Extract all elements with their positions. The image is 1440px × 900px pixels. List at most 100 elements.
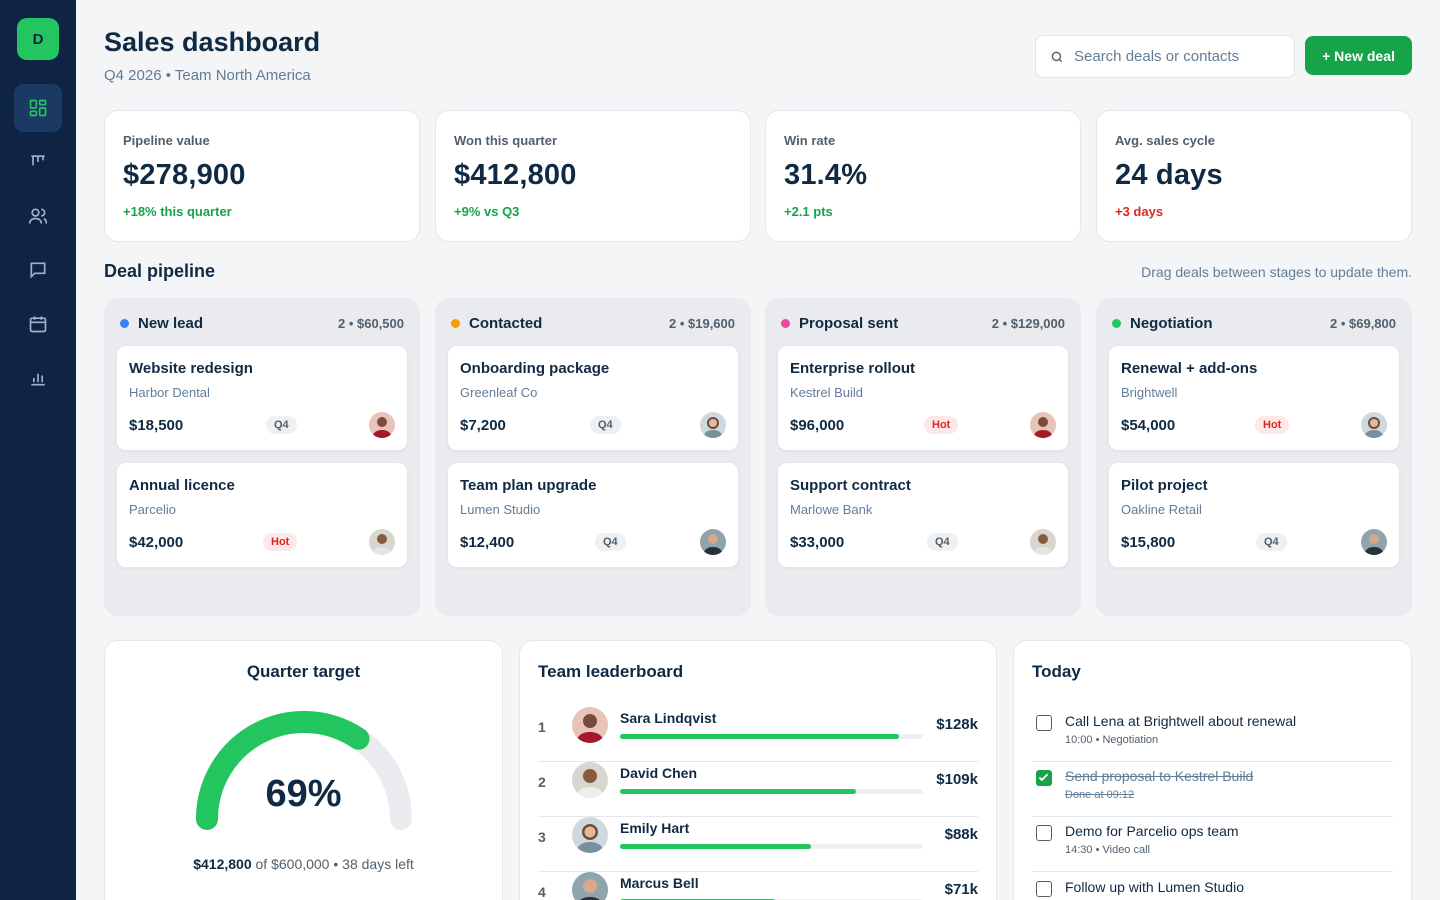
avatar xyxy=(700,529,726,555)
task-title: Demo for Parcelio ops team xyxy=(1065,823,1239,839)
pipeline-icon xyxy=(31,155,45,166)
task-checkbox-checked[interactable] xyxy=(1036,770,1052,786)
task-meta: 14:30 • Video call xyxy=(1065,844,1150,856)
kpi-delta: +18% this quarter xyxy=(123,204,232,219)
leaderboard-track xyxy=(620,844,923,849)
task-title: Send proposal to Kestrel Build xyxy=(1065,768,1254,784)
pipeline-column-proposal-sent[interactable]: Proposal sent 2 • $129,000 Enterprise ro… xyxy=(765,298,1081,616)
pipeline-column-negotiation[interactable]: Negotiation 2 • $69,800 Renewal + add-on… xyxy=(1096,298,1412,616)
deal-company: Parcelio xyxy=(129,502,176,517)
stage-dot xyxy=(1112,318,1121,328)
deal-company: Harbor Dental xyxy=(129,385,210,400)
leaderboard-rank: 3 xyxy=(538,829,546,845)
new-deal-button[interactable]: + New deal xyxy=(1305,36,1412,75)
task-item[interactable]: Send proposal to Kestrel Build Done at 0… xyxy=(1032,762,1393,817)
deal-title: Pilot project xyxy=(1121,477,1208,494)
sidebar: D xyxy=(0,0,76,900)
check-icon xyxy=(1038,773,1049,782)
column-meta: 2 • $19,600 xyxy=(669,315,735,331)
kpi-label: Avg. sales cycle xyxy=(1115,133,1215,148)
kpi-value: 24 days xyxy=(1115,159,1223,191)
kpi-pipeline-value: Pipeline value $278,900 +18% this quarte… xyxy=(104,110,420,242)
task-item[interactable]: Follow up with Lumen Studio xyxy=(1032,873,1393,900)
leaderboard-row[interactable]: 1 Sara Lindqvist $128k xyxy=(538,707,978,762)
deal-company: Marlowe Bank xyxy=(790,502,873,517)
nav-reports[interactable] xyxy=(14,354,62,402)
avatar xyxy=(1030,529,1056,555)
deal-card[interactable]: Enterprise rollout Kestrel Build $96,000… xyxy=(777,345,1069,451)
task-checkbox[interactable] xyxy=(1036,881,1052,897)
messages-icon xyxy=(30,262,46,279)
deal-company: Greenleaf Co xyxy=(460,385,538,400)
nav-pipeline[interactable] xyxy=(14,138,62,186)
avatar xyxy=(1361,412,1387,438)
deal-company: Lumen Studio xyxy=(460,502,541,517)
avatar xyxy=(369,412,395,438)
leaderboard-rank: 1 xyxy=(538,719,546,735)
deal-tag: Q4 xyxy=(590,416,621,434)
deal-card[interactable]: Renewal + add-ons Brightwell $54,000 Hot xyxy=(1108,345,1400,451)
pipeline-column-contacted[interactable]: Contacted 2 • $19,600 Onboarding package… xyxy=(435,298,751,616)
column-meta: 2 • $60,500 xyxy=(338,315,404,331)
leaderboard-panel: Team leaderboard 1 Sara Lindqvist $128k … xyxy=(519,640,997,900)
avatar xyxy=(572,707,608,743)
leaderboard-row[interactable]: 2 David Chen $109k xyxy=(538,762,978,817)
leaderboard-row[interactable]: 3 Emily Hart $88k xyxy=(538,817,978,872)
deal-card[interactable]: Website redesign Harbor Dental $18,500 Q… xyxy=(116,345,408,451)
nav-calendar[interactable] xyxy=(14,300,62,348)
deal-card[interactable]: Onboarding package Greenleaf Co $7,200 Q… xyxy=(447,345,739,451)
calendar-icon xyxy=(29,316,47,333)
deal-tag: Hot xyxy=(1255,416,1290,434)
deal-value: $54,000 xyxy=(1121,417,1176,434)
deal-tag: Q4 xyxy=(1256,533,1287,551)
task-checkbox[interactable] xyxy=(1036,825,1052,841)
panel-title: Quarter target xyxy=(246,662,361,681)
leaderboard-name: Emily Hart xyxy=(620,820,690,836)
search-icon xyxy=(1051,51,1063,62)
page-title: Sales dashboard xyxy=(104,27,321,57)
task-checkbox[interactable] xyxy=(1036,715,1052,731)
target-gauge xyxy=(196,711,412,830)
kpi-won-quarter: Won this quarter $412,800 +9% vs Q3 xyxy=(435,110,751,242)
leaderboard-rank: 4 xyxy=(538,884,546,900)
leaderboard-fill xyxy=(620,734,899,739)
leaderboard-name: Sara Lindqvist xyxy=(620,710,717,726)
deal-tag: Q4 xyxy=(927,533,958,551)
reports-icon xyxy=(31,373,45,386)
leaderboard-track xyxy=(620,734,923,739)
nav-users[interactable] xyxy=(14,192,62,240)
deal-company: Brightwell xyxy=(1121,385,1178,400)
deal-tag: Q4 xyxy=(266,416,297,434)
deal-value: $12,400 xyxy=(460,534,515,551)
column-name: New lead xyxy=(138,314,204,332)
kpi-label: Won this quarter xyxy=(454,133,558,148)
leaderboard-rank: 2 xyxy=(538,774,546,790)
target-caption: $412,800 of $600,000 • 38 days left xyxy=(105,856,502,872)
panel-title: Team leaderboard xyxy=(538,662,684,681)
pipeline-hint: Drag deals between stages to update them… xyxy=(1141,264,1412,280)
task-item[interactable]: Call Lena at Brightwell about renewal 10… xyxy=(1032,707,1393,762)
deal-tag: Hot xyxy=(263,533,298,551)
leaderboard-name: David Chen xyxy=(620,765,698,781)
deal-title: Annual licence xyxy=(129,477,235,494)
deal-card[interactable]: Annual licence Parcelio $42,000 Hot xyxy=(116,462,408,568)
leaderboard-row[interactable]: 4 Marcus Bell $71k xyxy=(538,872,978,900)
task-item[interactable]: Demo for Parcelio ops team 14:30 • Video… xyxy=(1032,817,1393,872)
leaderboard-fill xyxy=(620,844,811,849)
page-subtitle: Q4 2026 • Team North America xyxy=(104,67,311,84)
deal-title: Enterprise rollout xyxy=(790,360,916,377)
nav-messages[interactable] xyxy=(14,246,62,294)
deal-card[interactable]: Pilot project Oakline Retail $15,800 Q4 xyxy=(1108,462,1400,568)
deal-title: Website redesign xyxy=(129,360,253,377)
search-box[interactable] xyxy=(1035,35,1295,78)
pipeline-column-new-lead[interactable]: New lead 2 • $60,500 Website redesign Ha… xyxy=(104,298,420,616)
leaderboard-amount: $88k xyxy=(944,826,978,843)
kpi-delta: +3 days xyxy=(1115,204,1164,219)
avatar xyxy=(572,762,608,798)
search-input[interactable] xyxy=(1074,48,1274,65)
nav-dashboard[interactable] xyxy=(14,84,62,132)
deal-card[interactable]: Team plan upgrade Lumen Studio $12,400 Q… xyxy=(447,462,739,568)
kpi-win-rate: Win rate 31.4% +2.1 pts xyxy=(765,110,1081,242)
deal-card[interactable]: Support contract Marlowe Bank $33,000 Q4 xyxy=(777,462,1069,568)
app-logo[interactable]: D xyxy=(17,18,59,60)
